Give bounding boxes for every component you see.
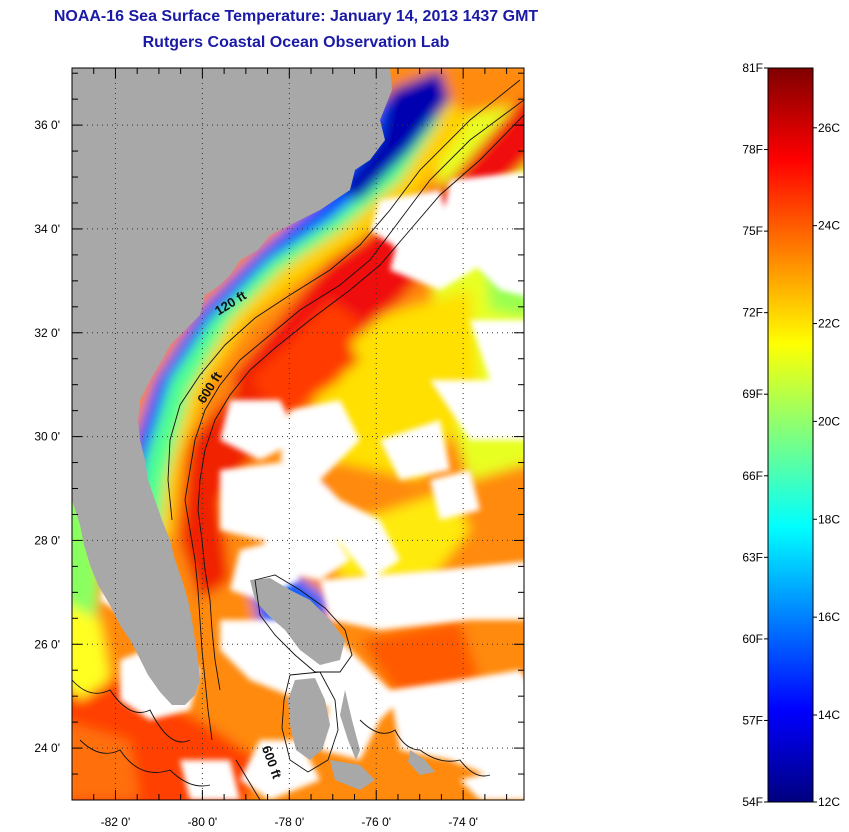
colorbar-f-label: 57F	[742, 713, 763, 727]
colorbar-c-label: 14C	[818, 708, 840, 722]
colorbar-f-label: 63F	[742, 550, 763, 564]
colorbar-c-label: 12C	[818, 795, 840, 809]
lat-tick-label: 36 0'	[34, 118, 60, 132]
colorbar-f-label: 54F	[742, 795, 763, 809]
colorbar-f-label: 75F	[742, 224, 763, 238]
depth-contours	[72, 79, 524, 800]
lat-tick-label: 34 0'	[34, 222, 60, 236]
lon-tick-label: -80 0'	[188, 815, 218, 829]
colorbar-c-label: 18C	[818, 512, 840, 526]
lat-tick-label: 28 0'	[34, 533, 60, 547]
colorbar-c-label: 22C	[818, 317, 840, 331]
colorbar: 81F 78F 75F 72F 69F 66F 63F 60F 57F 54F 26C 24C 22C 2…	[742, 61, 840, 809]
lat-tick-label: 26 0'	[34, 637, 60, 651]
map-subtitle: Rutgers Coastal Ocean Observation Lab	[142, 34, 450, 51]
colorbar-scale	[767, 67, 814, 803]
colorbar-f-label: 66F	[742, 469, 763, 483]
lon-tick-label: -74 0'	[448, 815, 478, 829]
colorbar-f-label: 78F	[742, 143, 763, 157]
colorbar-c-label: 20C	[818, 414, 840, 428]
map-frame	[71, 67, 525, 801]
colorbar-c-label: 16C	[818, 610, 840, 624]
lon-tick-label: -82 0'	[101, 815, 131, 829]
lat-tick-label: 24 0'	[34, 741, 60, 755]
colorbar-c-label: 24C	[818, 219, 840, 233]
colorbar-f-label: 72F	[742, 306, 763, 320]
lat-tick-label: 30 0'	[34, 430, 60, 444]
land-mask	[72, 68, 435, 790]
sst-map: -82 0' -80 0' -78 0' -76 0' -74 0' 36 0' 34 0'…	[34, 67, 525, 829]
colorbar-f-label: 69F	[742, 387, 763, 401]
map-title: NOAA-16 Sea Surface Temperature: January…	[53, 8, 539, 25]
map-axis-labels: -82 0' -80 0' -78 0' -76 0' -74 0' 36 0' 34 0'…	[34, 118, 478, 829]
lat-tick-label: 32 0'	[34, 326, 60, 340]
colorbar-c-label: 26C	[818, 121, 840, 135]
colorbar-labels: 81F 78F 75F 72F 69F 66F 63F 60F 57F 54F 26C 24C 22C 2…	[742, 61, 840, 809]
map-ticks	[71, 68, 524, 801]
graticule	[72, 68, 524, 800]
lon-tick-label: -78 0'	[274, 815, 304, 829]
colorbar-f-label: 81F	[742, 61, 763, 75]
colorbar-f-label: 60F	[742, 632, 763, 646]
lon-tick-label: -76 0'	[361, 815, 391, 829]
